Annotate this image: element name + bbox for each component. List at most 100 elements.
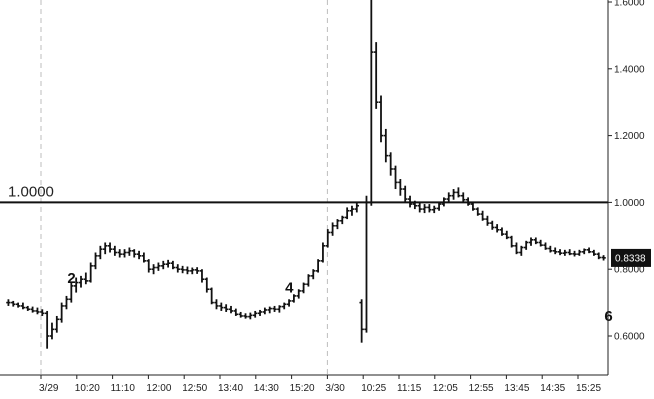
- ohlc-bar: [330, 222, 335, 236]
- x-tick-label: 12:05: [433, 383, 458, 394]
- y-tick-label: 1.2000: [614, 131, 645, 142]
- ohlc-bar: [296, 289, 301, 299]
- wave-labels: 2 4 6: [67, 270, 612, 325]
- ohlc-bar: [185, 266, 190, 275]
- ohlc-bar: [340, 215, 345, 225]
- ohlc-bar: [601, 255, 606, 261]
- ohlc-bar: [219, 302, 224, 311]
- y-tick-label: 1.6000: [614, 0, 645, 9]
- ohlc-bar: [49, 322, 55, 340]
- wave-label: 6: [604, 308, 612, 325]
- ohlc-bar: [272, 305, 277, 312]
- x-tick-label: 11:15: [397, 383, 422, 394]
- ohlc-bar: [214, 299, 219, 310]
- ohlc-bar: [582, 248, 587, 255]
- last-price-label: 0.8338: [615, 253, 646, 264]
- ohlc-bar: [311, 269, 316, 280]
- x-tick-label: 15:20: [290, 383, 315, 394]
- ohlc-bar: [170, 260, 176, 270]
- ohlc-bar: [156, 262, 161, 271]
- ohlc-bar: [194, 267, 200, 274]
- x-tick-label: 14:30: [254, 383, 279, 394]
- ohlc-bar: [233, 308, 239, 316]
- ohlc-bar: [243, 313, 248, 319]
- ohlc-bar: [112, 245, 118, 256]
- ohlc-bar: [572, 250, 577, 257]
- ohlc-bar: [427, 204, 432, 213]
- ohlc-bar: [383, 128, 389, 163]
- ohlc-bar: [562, 249, 568, 256]
- ohlc-bar: [267, 306, 272, 314]
- ohlc-bar: [514, 242, 519, 255]
- ohlc-bar: [402, 185, 408, 203]
- ohlc-bar: [451, 189, 456, 200]
- ohlc-bar: [373, 42, 379, 109]
- ohlc-bars: [6, 0, 606, 349]
- ohlc-bar: [480, 210, 485, 221]
- ohlc-bar: [523, 240, 529, 250]
- ohlc-bar: [456, 187, 461, 198]
- ohlc-bar: [557, 249, 563, 256]
- ohlc-bar: [490, 220, 495, 230]
- x-tick-label: 12:55: [469, 383, 494, 394]
- ohlc-bar: [315, 259, 321, 273]
- ohlc-bar: [325, 229, 330, 248]
- ohlc-bar: [567, 249, 572, 256]
- ohlc-bar: [69, 282, 74, 303]
- ohlc-bar: [44, 310, 50, 349]
- ohlc-bar: [64, 295, 69, 310]
- ohlc-bar: [528, 237, 534, 246]
- ohlc-bar: [146, 259, 151, 273]
- ohlc-bar: [122, 249, 127, 258]
- wave-label: 2: [67, 270, 75, 287]
- ohlc-bar: [354, 202, 360, 213]
- ohlc-bar: [151, 264, 156, 275]
- ohlc-bar: [15, 302, 21, 308]
- ohlc-bar: [175, 264, 180, 273]
- ohlc-bar: [446, 192, 451, 203]
- x-tick-label: 15:25: [576, 383, 601, 394]
- x-tick-label: 10:20: [75, 383, 100, 394]
- ohlc-bar: [165, 259, 171, 268]
- ohlc-bar: [436, 202, 442, 211]
- ohlc-bar: [432, 205, 437, 214]
- ohlc-bar: [485, 215, 490, 226]
- ohlc-bar: [136, 250, 142, 260]
- x-tick-label: 10:25: [361, 383, 386, 394]
- ohlc-bar: [35, 307, 40, 315]
- ohlc-bar: [262, 307, 268, 315]
- y-tick-label: 1.4000: [614, 64, 645, 75]
- ohlc-bar: [364, 195, 369, 333]
- y-tick-label: 0.8000: [614, 265, 645, 276]
- ohlc-bar: [335, 219, 340, 230]
- ohlc-bar: [20, 302, 26, 310]
- ohlc-bar: [475, 207, 480, 216]
- wave-label: 4: [285, 280, 294, 297]
- ohlc-bar: [11, 300, 16, 307]
- ohlc-bar: [412, 200, 418, 210]
- ohlc-bar: [132, 249, 137, 258]
- ohlc-bar: [344, 207, 350, 220]
- y-tick-label: 1.0000: [614, 198, 645, 209]
- ohlc-bar: [461, 192, 466, 203]
- ohlc-bar: [504, 230, 510, 240]
- ohlc-bar: [180, 265, 185, 274]
- ohlc-bar: [40, 309, 45, 316]
- ohlc-bar: [98, 245, 103, 260]
- ohlc-bar: [398, 179, 403, 196]
- ohlc-bar: [204, 277, 210, 293]
- ohlc-bar: [349, 205, 355, 216]
- ohlc-bar: [470, 202, 476, 211]
- ohlc-bar: [301, 282, 306, 294]
- ohlc-bar: [223, 304, 229, 312]
- ohlc-bar: [422, 204, 427, 214]
- ohlc-bar: [388, 152, 393, 176]
- x-tick-label: 13:45: [504, 383, 529, 394]
- ohlc-bar: [591, 249, 597, 256]
- ohlc-bar: [161, 260, 166, 270]
- ohlc-bar: [257, 309, 263, 316]
- ohlc-bar: [586, 247, 592, 254]
- ohlc-bar: [248, 312, 253, 320]
- x-tick-label: 3/29: [39, 383, 59, 394]
